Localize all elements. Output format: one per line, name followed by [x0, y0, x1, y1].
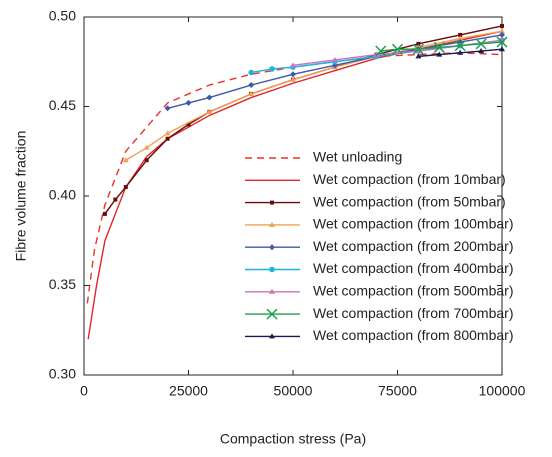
- legend-label: Wet compaction (from 100mbar): [313, 216, 513, 232]
- data-point: [164, 130, 171, 136]
- series-line: [86, 52, 503, 304]
- data-point: [290, 71, 296, 78]
- data-point: [433, 41, 445, 53]
- data-point: [499, 31, 505, 38]
- data-point: [248, 82, 255, 89]
- x-tick-label: 25000: [169, 383, 208, 399]
- data-point: [123, 185, 128, 190]
- data-point: [290, 76, 296, 82]
- data-point: [436, 51, 443, 57]
- legend-marker: [269, 244, 275, 251]
- legend-marker: [270, 200, 274, 205]
- y-tick-label: 0.35: [49, 276, 76, 292]
- data-point: [500, 23, 504, 28]
- data-point: [248, 69, 254, 76]
- y-tick-label: 0.50: [49, 8, 76, 24]
- data-point: [331, 56, 338, 62]
- data-point: [165, 136, 170, 141]
- legend-marker: [269, 266, 275, 273]
- data-point: [416, 41, 421, 46]
- data-point: [143, 144, 150, 150]
- data-point: [113, 197, 118, 202]
- data-point: [373, 51, 380, 57]
- legend-label: Wet compaction (from 400mbar): [313, 260, 513, 276]
- legend-label: Wet compaction (from 50mbar): [313, 193, 506, 209]
- x-axis-label: Compaction stress (Pa): [220, 431, 366, 447]
- legend-marker: [266, 308, 278, 320]
- x-tick-label: 50000: [274, 383, 313, 399]
- data-point: [144, 158, 149, 163]
- data-point: [412, 43, 424, 55]
- data-point: [269, 66, 275, 72]
- data-point: [185, 99, 192, 106]
- legend-label: Wet unloading: [313, 149, 402, 165]
- data-point: [186, 122, 191, 127]
- legend-marker: [269, 333, 275, 339]
- series-line: [167, 34, 503, 109]
- legend-marker: [269, 221, 275, 227]
- data-point: [499, 28, 505, 34]
- y-tick-label: 0.40: [49, 187, 76, 203]
- data-point: [475, 38, 487, 50]
- x-tick-label: 100000: [479, 383, 526, 399]
- x-tick-label: 75000: [378, 383, 417, 399]
- data-point: [206, 94, 213, 101]
- legend-marker: [269, 288, 275, 294]
- legend-label: Wet compaction (from 10mbar): [313, 171, 506, 187]
- data-point: [122, 157, 129, 163]
- data-point: [248, 90, 255, 96]
- data-point: [457, 35, 464, 41]
- data-point: [457, 49, 464, 55]
- y-tick-label: 0.30: [49, 366, 76, 382]
- data-point: [415, 53, 422, 59]
- data-point: [391, 43, 404, 55]
- data-point: [375, 45, 387, 57]
- data-point: [499, 46, 505, 52]
- data-point: [454, 40, 466, 52]
- data-point: [478, 48, 485, 54]
- data-point: [290, 62, 296, 68]
- legend-label: Wet compaction (from 800mbar): [313, 327, 513, 343]
- data-point: [496, 36, 508, 48]
- data-point: [164, 105, 171, 112]
- legend-label: Wet compaction (from 200mbar): [313, 238, 513, 254]
- y-axis-label: Fibre volume fraction: [13, 131, 29, 262]
- data-point: [458, 32, 463, 37]
- data-point: [206, 108, 213, 114]
- x-tick-label: 0: [80, 383, 88, 399]
- legend-label: Wet compaction (from 700mbar): [313, 305, 513, 321]
- series-line: [125, 30, 503, 161]
- y-tick-label: 0.45: [49, 97, 76, 113]
- data-point: [102, 211, 107, 216]
- legend-label: Wet compaction (from 500mbar): [313, 283, 513, 299]
